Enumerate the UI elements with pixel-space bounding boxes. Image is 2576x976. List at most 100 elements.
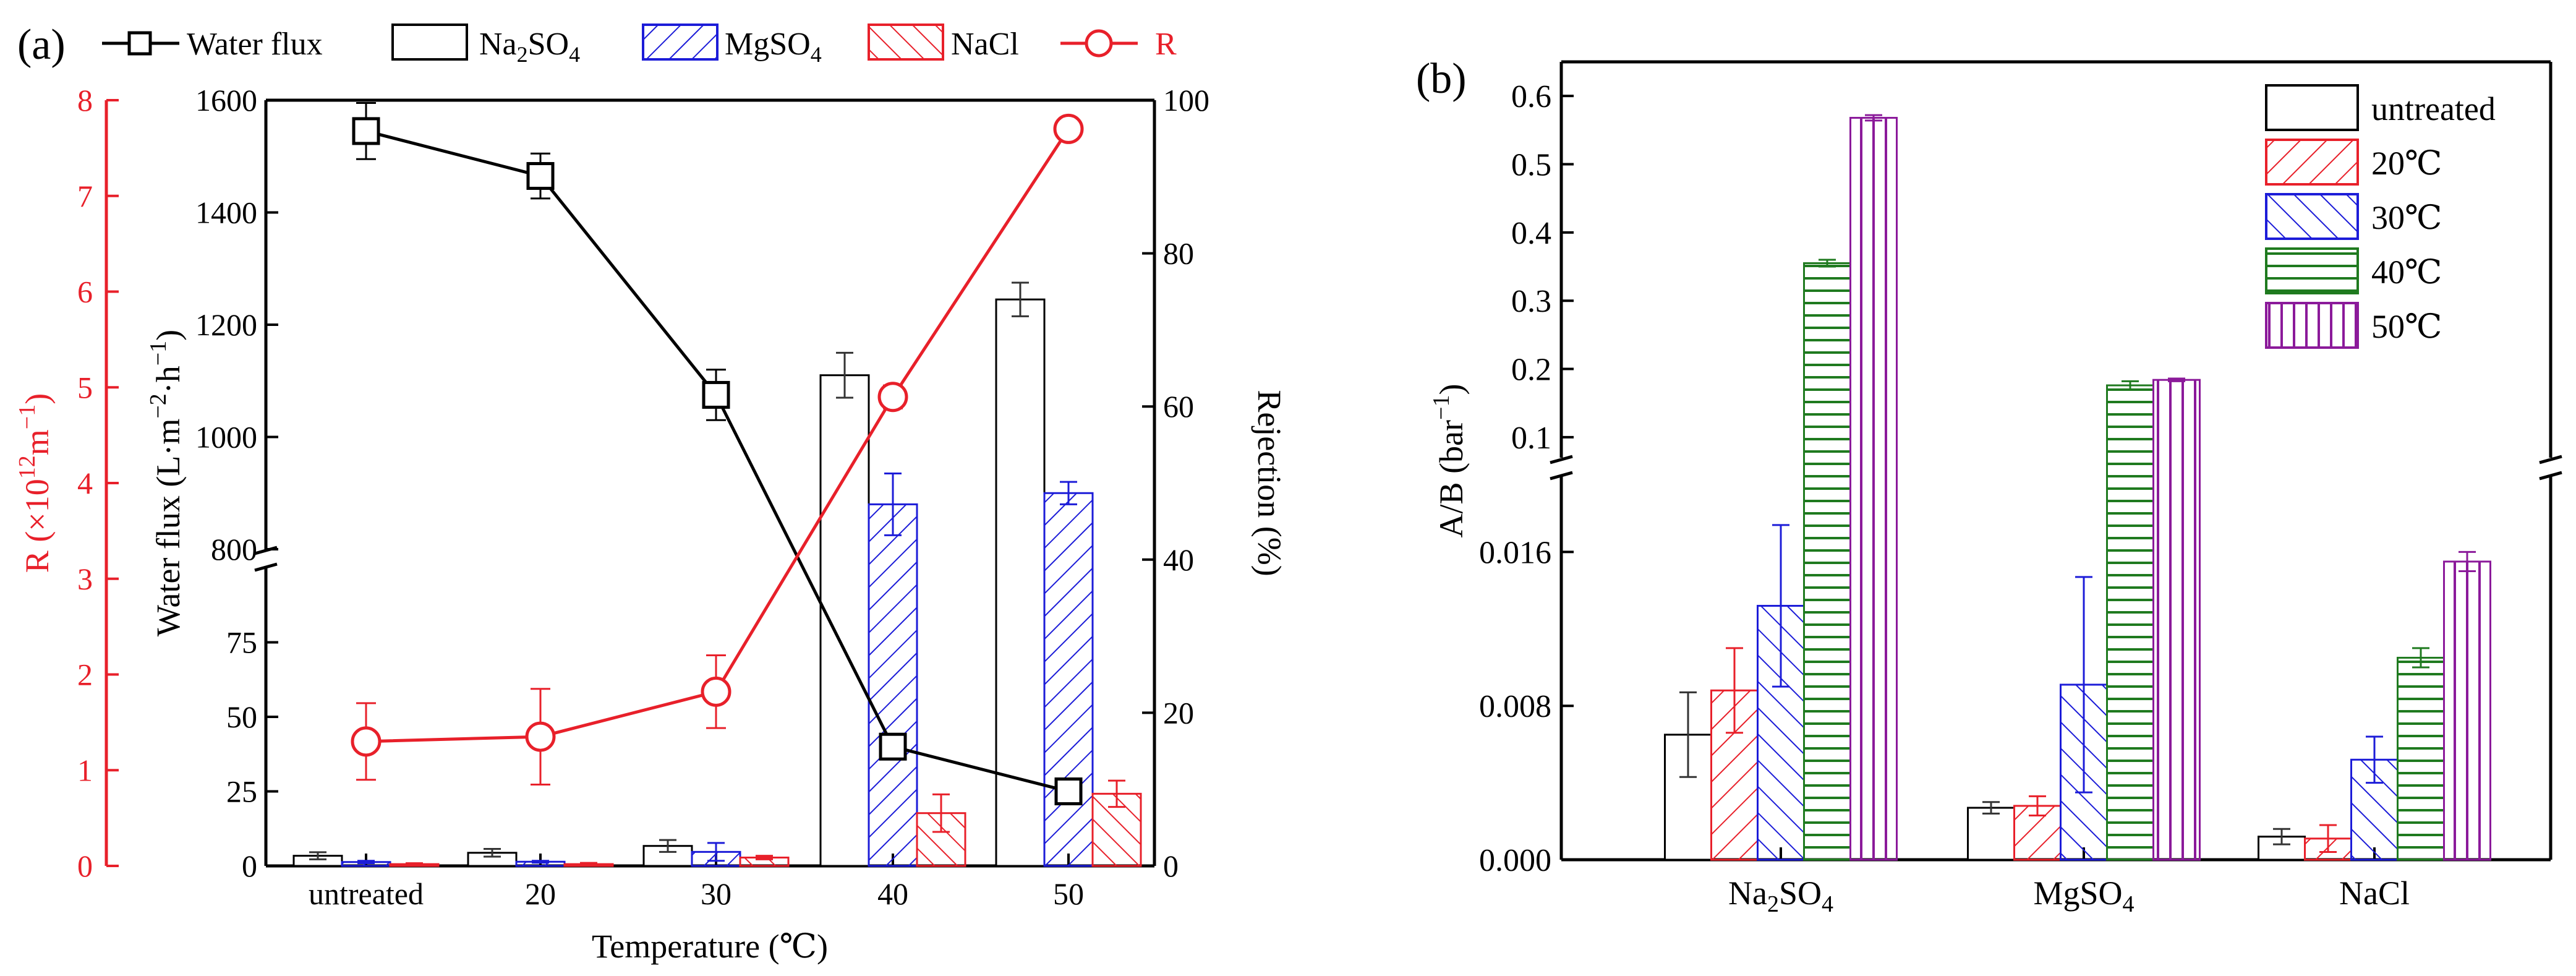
category-label-2: NaCl [2339, 875, 2410, 912]
lines-a [351, 102, 1084, 805]
ab-tick-label-8: 0.6 [1511, 79, 1551, 114]
ab-axis-title: A/B (bar−1) [1428, 384, 1470, 538]
ab-bar-error-3-1 [2122, 380, 2139, 391]
legend-mgso4-label: MgSO4 [725, 27, 822, 67]
water-flux-point-2 [702, 380, 730, 409]
ab-bar-error-2-1 [2075, 576, 2092, 794]
r-tick-label-8: 8 [77, 83, 93, 118]
legend-nacl: NaCl [868, 24, 1019, 62]
x-tick-label-4: 50 [1053, 876, 1084, 911]
r-point-0 [351, 726, 382, 757]
water-flux-point-0 [352, 117, 380, 145]
ab-tick-label-0: 0.000 [1479, 843, 1551, 878]
flux-axis-title: Water flux (L·m−2·h−1) [145, 330, 187, 636]
panel-a-label: (a) [17, 21, 66, 69]
flux-tick-label-1: 25 [226, 774, 257, 809]
bar-error-na2so4-4 [1012, 281, 1029, 317]
bar-error-na2so4-2 [659, 839, 676, 853]
bar-error-mgso4-4 [1060, 481, 1077, 505]
ab-tick-label-5: 0.3 [1511, 284, 1551, 319]
r-point-1 [525, 721, 556, 752]
legend-na2so4: Na2SO4 [391, 24, 580, 67]
r-tick-label-0: 0 [77, 849, 93, 883]
water-flux-point-4 [1054, 777, 1083, 805]
legend-r-label: R [1155, 27, 1177, 62]
legend-na2so4-label: Na2SO4 [479, 27, 580, 67]
ab-tick-label-3: 0.1 [1511, 421, 1551, 456]
r-line [365, 128, 1070, 743]
ab-tick-label-6: 0.4 [1511, 216, 1551, 251]
r-tick-label-5: 5 [77, 370, 93, 405]
bar-error-na2so4-3 [836, 351, 853, 399]
legend-b-untreated-label: untreated [2371, 90, 2496, 127]
legend-b-50-label: 50℃ [2371, 308, 2442, 345]
legend-water-flux-label: Water flux [187, 27, 323, 62]
category-label-0-part-3: 4 [1822, 891, 1833, 917]
ab-bar-error-2-0 [1772, 524, 1789, 688]
r-point-3 [877, 382, 908, 413]
category-label-0-part-0: Na [1728, 875, 1767, 912]
x-tick-label-0: untreated [309, 876, 424, 911]
legend-b-20: 20℃ [2265, 139, 2442, 186]
bar-error-mgso4-3 [884, 472, 902, 536]
r-tick-label-6: 6 [77, 275, 93, 309]
flux-tick-label-7: 1400 [195, 195, 257, 230]
r-point-4 [1053, 113, 1084, 144]
legend-b-30: 30℃ [2265, 193, 2442, 240]
x-tick-label-2: 30 [701, 876, 731, 911]
panel-b: (b) 0.0000.0080.0160.10.20.30.40.50.6Na2… [1416, 55, 2562, 917]
ab-bar-error-3-0 [1819, 259, 1836, 268]
legend-b-20-label: 20℃ [2371, 145, 2442, 182]
bar-error-mgso4-2 [707, 842, 725, 862]
legend-b-untreated: untreated [2265, 84, 2496, 131]
ab-bar-3-0 [1803, 262, 1851, 861]
category-label-2-part-0: NaCl [2339, 875, 2410, 912]
bar-mgso4-4 [1043, 492, 1094, 867]
legend-nacl-label: NaCl [951, 27, 1019, 62]
ab-bar-3-1 [2106, 384, 2154, 861]
rejection-tick-label-5: 100 [1163, 83, 1209, 118]
bar-nacl-4 [1091, 792, 1142, 867]
rejection-tick-label-4: 80 [1163, 236, 1194, 271]
bar-error-na2so4-0 [309, 851, 326, 860]
rejection-tick-label-0: 0 [1163, 849, 1179, 883]
bar-error-nacl-3 [932, 793, 950, 833]
temperature-axis-title: Temperature (℃) [592, 928, 828, 965]
bar-error-nacl-1 [580, 862, 597, 867]
bars-b [1664, 114, 2491, 861]
ab-bar-error-0-0 [1679, 691, 1697, 778]
r-tick-label-2: 2 [77, 657, 93, 692]
ab-bar-error-1-2 [2319, 824, 2337, 854]
bar-error-mgso4-1 [532, 860, 549, 864]
bar-mgso4-3 [868, 503, 918, 867]
rejection-tick-label-1: 20 [1163, 695, 1194, 730]
ab-tick-label-2: 0.016 [1479, 535, 1551, 570]
bar-error-nacl-2 [756, 855, 773, 860]
bar-na2so4-4 [995, 298, 1046, 867]
category-label-0: Na2SO4 [1728, 875, 1833, 917]
bar-error-mgso4-0 [357, 860, 375, 865]
r-tick-label-7: 7 [77, 179, 93, 213]
ticks-a: 0255075800100012001400160002040608010001… [77, 83, 1209, 911]
legend-b-40: 40℃ [2265, 247, 2442, 294]
bar-error-nacl-0 [406, 862, 423, 867]
ab-tick-label-1: 0.008 [1479, 689, 1551, 724]
r-tick-label-4: 4 [77, 466, 93, 500]
ab-bar-4-2 [2443, 560, 2491, 861]
r-point-2 [701, 676, 731, 707]
ab-bar-error-2-2 [2366, 735, 2383, 784]
category-label-1-part-1: 4 [2123, 891, 2135, 917]
flux-tick-label-0: 0 [242, 849, 257, 883]
x-tick-label-1: 20 [525, 876, 556, 911]
legend-r: R [1060, 27, 1177, 62]
legend-b-50: 50℃ [2265, 302, 2442, 349]
water-flux-point-1 [526, 162, 555, 190]
legend-b-30-label: 30℃ [2371, 199, 2442, 236]
flux-tick-label-8: 1600 [195, 83, 257, 118]
rejection-axis-title: Rejection (%) [1251, 390, 1288, 576]
ab-tick-label-7: 0.5 [1511, 148, 1551, 183]
r-tick-label-3: 3 [77, 562, 93, 596]
x-tick-label-3: 40 [877, 876, 908, 911]
legend-mgso4: MgSO4 [642, 24, 822, 67]
